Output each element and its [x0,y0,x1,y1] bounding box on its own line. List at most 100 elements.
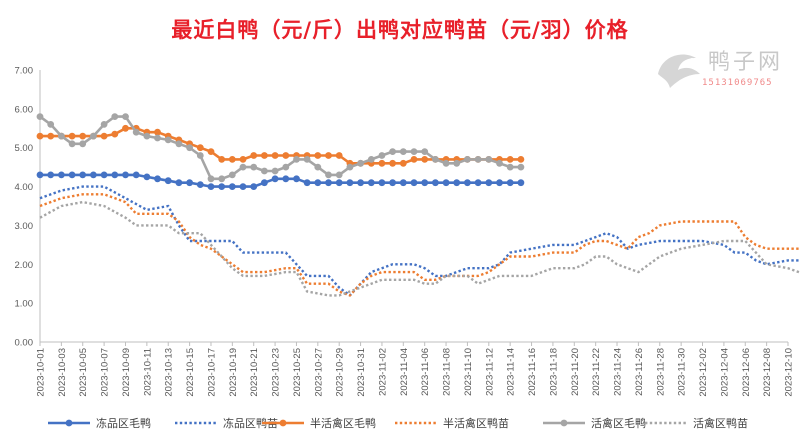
data-point [261,179,268,187]
x-tick-label: 2023-11-02 [377,348,388,396]
y-tick-label: 6.00 [15,104,34,115]
data-point [36,132,44,140]
data-point [389,179,396,187]
data-point [228,183,236,191]
data-point [196,152,204,159]
data-point [517,163,525,171]
x-tick-label: 2023-11-16 [527,348,538,396]
data-point [58,171,65,179]
legend-label-5: 活禽区毛鸭 [591,416,646,430]
data-point [143,132,151,140]
data-point [261,152,268,159]
data-point [47,132,55,140]
data-point [410,156,418,163]
data-point [325,152,332,159]
x-tick-label: 2023-10-27 [313,348,324,397]
data-point [90,171,97,179]
data-point [250,163,258,171]
data-point [389,159,396,167]
data-point [271,175,279,183]
data-point [100,171,108,179]
data-point [282,163,290,171]
data-point [442,179,450,187]
x-tick-label: 2023-11-22 [591,348,602,396]
x-tick-label: 2023-12-10 [784,348,795,397]
data-point [314,163,322,171]
data-point [122,171,129,179]
data-point [271,152,279,159]
legend-label-1: 冻品区毛鸭 [96,416,151,430]
x-tick-label: 2023-11-12 [484,348,495,396]
legend-marker [65,419,73,427]
data-point [250,183,258,191]
data-point [122,113,129,120]
data-point [303,179,311,187]
data-point [207,175,215,183]
x-tick-label: 2023-11-08 [442,348,453,396]
x-tick-label: 2023-11-26 [634,348,645,396]
y-tick-label: 4.00 [15,182,34,193]
data-point [346,163,354,171]
data-point [496,159,503,167]
x-tick-label: 2023-10-23 [271,348,282,397]
x-tick-label: 2023-12-02 [698,348,709,397]
chart-title: 最近白鸭（元/斤）出鸭对应鸭苗（元/羽）价格 [171,18,629,42]
data-point [399,148,407,156]
data-point [218,175,226,183]
data-point [293,156,300,163]
data-point [421,148,429,156]
data-point [410,179,418,187]
data-point [517,179,525,187]
series-line-5 [39,115,521,181]
x-tick-label: 2023-12-08 [762,348,773,397]
data-point [271,167,279,175]
data-point [218,156,226,163]
series-line-6 [39,200,800,297]
data-point [79,132,87,140]
data-point [218,183,226,191]
data-point [239,156,247,163]
x-tick-label: 2023-11-28 [655,348,666,396]
data-point [175,179,183,187]
data-point [378,179,386,187]
data-point [335,171,343,179]
data-point [111,113,119,120]
x-tick-label: 2023-11-18 [548,348,559,396]
x-tick-label: 2023-10-05 [78,348,89,397]
data-point [485,179,493,187]
y-tick-label: 2.00 [15,260,34,271]
data-point [261,167,268,175]
data-point [357,159,364,167]
x-tick-label: 2023-12-06 [741,348,752,397]
legend-label-4: 半活禽区鸭苗 [443,416,509,430]
data-point [175,140,183,148]
data-point [421,179,429,187]
series-line-1 [40,173,521,188]
watermark-phone: 15131069765 [702,78,773,88]
data-point [228,171,236,179]
data-point [442,159,450,167]
series-line-2 [39,185,800,297]
data-point [228,156,236,163]
watermark-logo: 鸭子网 15131069765 [652,40,800,100]
data-point [474,156,482,163]
data-point [506,156,514,163]
legend-marker [560,419,568,427]
data-point [314,179,322,187]
data-point [517,156,525,163]
data-point [325,171,332,179]
data-point [100,132,108,140]
x-tick-label: 2023-10-11 [142,348,153,396]
data-point [154,134,161,142]
data-point [421,156,429,163]
y-tick-label: 1.00 [15,299,34,310]
x-tick-label: 2023-12-04 [719,348,730,397]
data-point [47,121,55,128]
legend-marker [279,419,287,427]
data-point [79,140,87,148]
x-tick-label: 2023-10-01 [36,348,47,397]
data-point [432,156,439,163]
data-point [506,163,514,171]
x-tick-label: 2023-10-25 [292,348,303,397]
data-point [346,179,354,187]
